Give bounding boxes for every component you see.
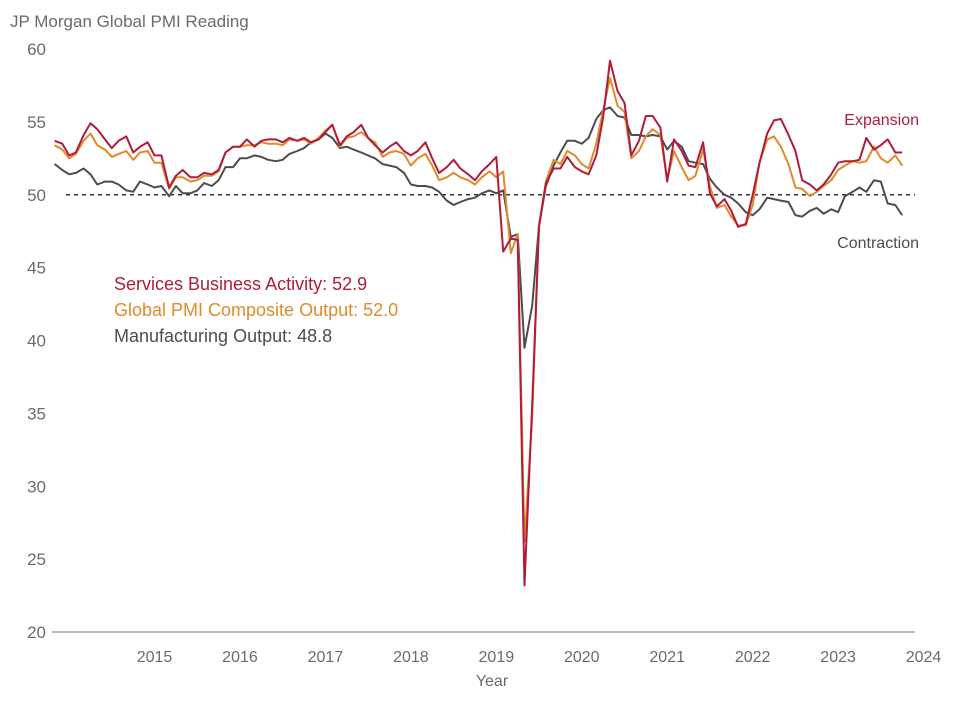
y-axis: 20 25 30 35 40 45 50 55 60 — [27, 40, 46, 642]
legend-composite: Global PMI Composite Output: 52.0 — [114, 300, 398, 320]
x-tick-label: 2023 — [820, 649, 856, 666]
x-tick-label: 2022 — [735, 649, 771, 666]
y-tick-label: 35 — [27, 404, 46, 423]
x-tick-label: 2024 — [906, 649, 942, 666]
chart-title: JP Morgan Global PMI Reading — [10, 12, 249, 31]
y-tick-label: 45 — [27, 259, 46, 278]
y-tick-label: 60 — [27, 40, 46, 59]
legend-services: Services Business Activity: 52.9 — [114, 274, 367, 294]
x-tick-label: 2019 — [479, 649, 515, 666]
x-tick-label: 2020 — [564, 649, 600, 666]
x-tick-label: 2015 — [137, 649, 173, 666]
x-axis: 2015 2016 2017 2018 2019 2020 2021 2022 2023 2024 — [137, 649, 942, 666]
y-tick-label: 50 — [27, 186, 46, 205]
legend: Services Business Activity: 52.9 Global … — [114, 274, 398, 346]
y-tick-label: 30 — [27, 477, 46, 496]
x-tick-label: 2018 — [393, 649, 429, 666]
y-tick-label: 25 — [27, 550, 46, 569]
series-group — [53, 59, 904, 587]
y-tick-label: 20 — [27, 623, 46, 642]
expansion-label: Expansion — [844, 112, 919, 129]
contraction-label: Contraction — [837, 235, 919, 252]
x-axis-label: Year — [476, 673, 509, 690]
y-tick-label: 40 — [27, 332, 46, 351]
y-tick-label: 55 — [27, 113, 46, 132]
manufacturing-output-line — [53, 106, 904, 349]
services-activity-line — [54, 59, 903, 587]
legend-manufacturing: Manufacturing Output: 48.8 — [114, 326, 332, 346]
x-tick-label: 2017 — [308, 649, 344, 666]
x-tick-label: 2016 — [222, 649, 258, 666]
x-tick-label: 2021 — [649, 649, 685, 666]
